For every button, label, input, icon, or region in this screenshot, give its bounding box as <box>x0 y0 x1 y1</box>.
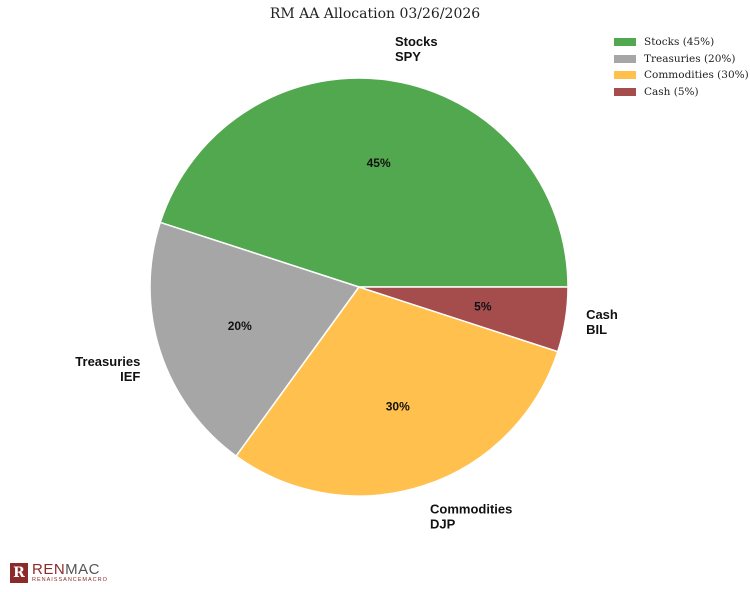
legend-label: Commodities (30%) <box>644 69 749 82</box>
pct-label-cash: 5% <box>474 300 492 314</box>
legend-label: Treasuries (20%) <box>644 52 736 65</box>
pie-slice-commodities <box>235 286 559 497</box>
legend-item-stocks: Stocks (45%) <box>614 34 749 51</box>
slice-label-cash: Cash BIL <box>586 307 618 337</box>
renmac-logo: R RENMAC RENAISSANCEMACRO <box>10 562 108 584</box>
pie-slice-treasuries <box>149 221 361 458</box>
legend: Stocks (45%) Treasuries (20%) Commodities … <box>614 34 749 100</box>
pct-label-commodities: 30% <box>386 399 410 413</box>
chart-title: RM AA Allocation 03/26/2026 <box>269 6 481 22</box>
logo-wordmark-mac: MAC <box>65 561 101 578</box>
slice-label-commodities: Commodities DJP <box>430 502 512 532</box>
legend-label: Stocks (45%) <box>644 36 715 49</box>
slice-label-stocks: Stocks SPY <box>395 34 438 64</box>
legend-item-treasuries: Treasuries (20%) <box>614 51 749 68</box>
slice-label-treasuries: Treasuries IEF <box>75 354 140 384</box>
legend-swatch <box>614 54 636 63</box>
legend-swatch <box>614 71 636 80</box>
pie-slice-cash <box>358 286 569 353</box>
legend-item-commodities: Commodities (30%) <box>614 67 749 84</box>
logo-wordmark-ren: REN <box>32 561 66 578</box>
pct-label-treasuries: 20% <box>228 319 252 333</box>
logo-wordmark: RENMAC <box>32 562 108 577</box>
legend-label: Cash (5%) <box>644 85 699 98</box>
pie-slice-stocks <box>159 77 569 288</box>
legend-item-cash: Cash (5%) <box>614 84 749 101</box>
pct-label-stocks: 45% <box>367 156 391 170</box>
legend-swatch <box>614 38 636 47</box>
logo-mark: R <box>10 562 28 583</box>
logo-subtitle: RENAISSANCEMACRO <box>32 577 108 583</box>
legend-swatch <box>614 87 636 96</box>
